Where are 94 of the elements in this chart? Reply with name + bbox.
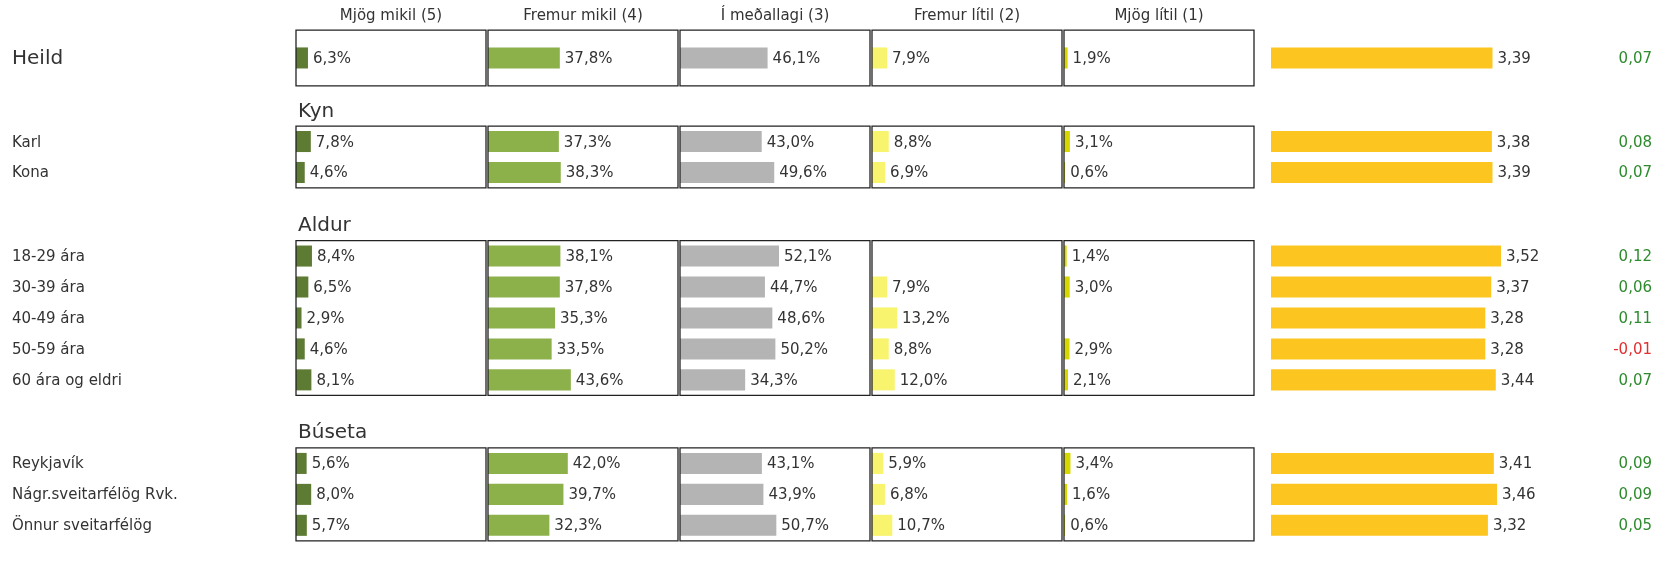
data-label: 3,4% [1075,454,1114,473]
data-label: 1,6% [1072,485,1111,504]
data-label: 0,07 [1618,370,1652,389]
data-label: 39,7% [568,485,617,504]
data-label: 50,7% [781,516,829,535]
data-label: 0,07 [1618,163,1652,182]
data-label: 0,12 [1618,247,1652,266]
data-label: 6,3% [312,48,352,67]
data-label: 42,0% [572,454,621,473]
data-label: 7,9% [892,278,931,296]
data-label: 5,9% [888,454,927,473]
data-label: 7,9% [892,48,931,67]
data-label: 48,6% [777,308,825,327]
data-label: 43,9% [768,485,817,504]
data-label: 0,05 [1618,516,1652,535]
data-label: 38,3% [565,163,614,182]
data-label: 8,0% [316,485,355,504]
data-label: 1,4% [1071,247,1110,266]
y-tick-label: Karl [12,132,42,151]
data-label: 3,46 [1502,485,1536,504]
y-tick-label: 40-49 ára [12,308,85,327]
data-label: 43,1% [766,454,815,473]
data-label: 6,9% [890,163,929,182]
data-label: 6,5% [313,278,352,296]
data-label: 0,09 [1618,485,1652,504]
data-label: 34,3% [750,370,798,389]
data-label: 38,1% [565,247,614,266]
data-label: 46,1% [772,48,821,67]
chart-title: Mjög mikil (5) [339,6,443,24]
chart-title: Fremur lítil (2) [913,6,1021,24]
data-label: 3,32 [1492,516,1527,535]
y-tick-label: Kyn [298,97,335,122]
data-label: 49,6% [779,163,827,182]
chart-title: Mjög lítil (1) [1114,6,1204,24]
data-label: 0,07 [1618,48,1652,67]
data-label: 3,41 [1498,454,1533,473]
data-label: 5,7% [311,516,350,535]
data-label: 52,1% [783,247,832,266]
data-label: 3,37 [1496,278,1530,296]
data-label: 3,0% [1074,278,1113,296]
data-label: 32,3% [554,516,603,535]
data-label: 3,39 [1497,163,1531,182]
data-label: 3,28 [1490,339,1524,358]
data-label: 3,44 [1500,370,1535,389]
data-label: 6,8% [889,485,929,504]
data-label: 0,08 [1618,132,1652,151]
y-tick-label: Búseta [298,419,368,444]
data-label: 8,8% [893,132,932,151]
data-label: 4,6% [309,163,348,182]
data-label: 2,9% [1074,339,1113,358]
data-label: 3,1% [1074,132,1113,151]
y-tick-label: 18-29 ára [12,247,85,266]
data-label: 43,0% [766,132,815,151]
y-tick-label: 30-39 ára [12,278,85,296]
y-tick-label: 50-59 ára [12,339,85,358]
data-label: 0,6% [1070,163,1109,182]
y-tick-label: Nágr.sveitarfélög Rvk. [12,485,178,504]
data-label: 50,2% [780,339,829,358]
data-label: 0,06 [1618,278,1652,296]
data-label: 0,6% [1070,516,1109,535]
data-label: 3,52 [1506,247,1540,266]
data-label: 8,8% [893,339,932,358]
y-tick-label: Kona [12,163,49,182]
y-tick-label: Heild [12,44,64,69]
data-label: 35,3% [560,308,608,327]
data-label: 43,6% [575,370,624,389]
data-label: 2,1% [1072,370,1112,389]
data-label: 2,9% [306,308,345,327]
data-label: 44,7% [769,278,818,296]
data-label: 4,6% [309,339,348,358]
chart-title: Í meðallagi (3) [720,5,830,24]
data-label: 3,38 [1496,132,1531,151]
y-tick-label: Önnur sveitarfélög [12,515,152,535]
data-label: 33,5% [556,339,605,358]
data-label: -0,01 [1613,339,1652,358]
data-label: 8,4% [316,247,356,266]
data-label: 37,8% [564,48,613,67]
data-label: 37,3% [563,132,612,151]
data-label: 0,09 [1618,454,1652,473]
data-label: 3,28 [1490,308,1524,327]
data-label: 5,6% [311,454,350,473]
data-label: 12,0% [899,370,948,389]
data-label: 10,7% [897,516,945,535]
data-label: 7,8% [315,132,354,151]
data-label: 1,9% [1072,48,1111,67]
data-label: 37,8% [564,278,613,296]
data-label: 8,1% [316,370,355,389]
y-tick-label: Reykjavík [12,454,84,473]
data-label: 3,39 [1497,48,1531,67]
data-label: 0,11 [1618,308,1652,327]
chart-title: Fremur mikil (4) [523,6,643,24]
data-label: 13,2% [902,308,950,327]
y-tick-label: 60 ára og eldri [12,370,122,389]
y-tick-label: Aldur [298,212,352,237]
